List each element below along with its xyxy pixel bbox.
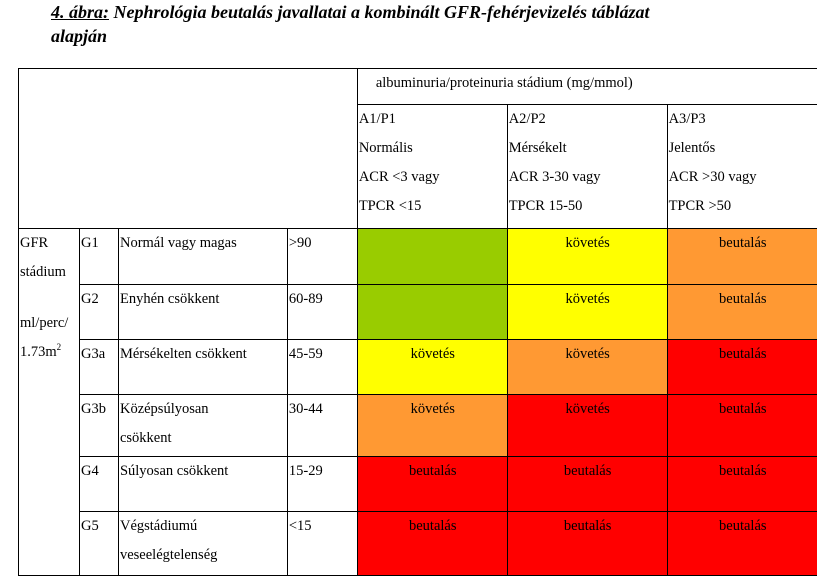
col-tpcr: TPCR >50 <box>668 198 732 214</box>
stage-desc-1: Mérsékelten csökkent <box>119 346 247 362</box>
col-acr: ACR <3 vagy <box>358 169 440 185</box>
caption-text-line1: Nephrológia beutalás javallatai a kombin… <box>109 2 650 22</box>
col-name: Normális <box>358 140 413 156</box>
stage-code: G1 <box>78 228 119 285</box>
col-acr: ACR 3-30 vagy <box>508 169 601 185</box>
stage-desc-1: Normál vagy magas <box>119 235 237 251</box>
col-acr: ACR >30 vagy <box>668 169 757 185</box>
cell-g3b-a3: beutalás <box>666 394 817 457</box>
cell-g3b-a1: követés <box>356 394 508 457</box>
stage-desc: Súlyosan csökkent <box>117 456 288 512</box>
table-row: G3a Mérsékelten csökkent 45-59 követés k… <box>19 339 817 395</box>
stage-desc-1: Enyhén csökkent <box>119 291 220 307</box>
cell-g4-a1: beutalás <box>356 456 508 512</box>
header-col-a2: A2/P2 Mérsékelt ACR 3-30 vagy TPCR 15-50 <box>506 104 668 229</box>
stage-desc: Középsúlyosan csökkent <box>117 394 288 457</box>
cell-g3a-a2: követés <box>506 339 668 395</box>
col-name: Jelentős <box>668 140 716 156</box>
table-row: GFR stádium ml/perc/ 1.73m2 G1 Normál va… <box>18 228 817 576</box>
figure-label: 4. ábra: <box>51 2 109 22</box>
stage-range: 30-44 <box>286 394 358 457</box>
cell-g1-a3: beutalás <box>666 228 817 285</box>
stage-code: G3a <box>78 339 119 395</box>
gfr-line1: GFR <box>20 235 49 251</box>
header-col-a1: A1/P1 Normális ACR <3 vagy TPCR <15 <box>356 104 508 229</box>
gfr-stage-label: GFR stádium ml/perc/ 1.73m2 <box>18 228 80 576</box>
stage-code: G3b <box>78 394 119 457</box>
col-code: A2/P2 <box>508 111 546 127</box>
stage-range: 15-29 <box>286 456 358 512</box>
col-tpcr: TPCR 15-50 <box>508 198 583 214</box>
cell-g5-a2: beutalás <box>506 511 668 576</box>
stage-code: G2 <box>78 284 119 340</box>
stage-desc: Mérsékelten csökkent <box>117 339 288 395</box>
stage-desc: Végstádiumú veseelégtelenség <box>117 511 288 576</box>
albuminuria-title: albuminuria/proteinuria stádium (mg/mmol… <box>356 68 817 105</box>
stage-range: 45-59 <box>286 339 358 395</box>
stage-code: G5 <box>78 511 119 576</box>
cell-g3a-a1: követés <box>356 339 508 395</box>
gfr-line2: stádium <box>20 264 66 280</box>
table-row: G3b Középsúlyosan csökkent 30-44 követés… <box>19 394 817 457</box>
table-row: G5 Végstádiumú veseelégtelenség <15 beut… <box>19 511 817 576</box>
gfr-sup: 2 <box>56 342 62 353</box>
cell-g1-a2: követés <box>506 228 668 285</box>
col-name: Mérsékelt <box>508 140 567 156</box>
cell-g2-a2: követés <box>506 284 668 340</box>
stage-desc: Normál vagy magas <box>117 228 288 285</box>
stage-desc-2: veseelégtelenség <box>119 547 218 563</box>
stage-range: <15 <box>286 511 358 576</box>
stage-desc-1: Végstádiumú <box>119 518 198 534</box>
cell-g3b-a2: követés <box>506 394 668 457</box>
referral-table: albuminuria/proteinuria stádium (mg/mmol… <box>18 68 817 576</box>
cell-g1-a1 <box>356 228 508 285</box>
header-row-1: albuminuria/proteinuria stádium (mg/mmol… <box>18 68 817 229</box>
cell-g5-a1: beutalás <box>356 511 508 576</box>
gfr-line3: ml/perc/ <box>20 315 69 331</box>
col-tpcr: TPCR <15 <box>358 198 422 214</box>
gfr-line4: 1.73m <box>20 344 57 360</box>
table-row: G2 Enyhén csökkent 60-89 követés beutalá… <box>19 284 817 340</box>
cell-g2-a3: beutalás <box>666 284 817 340</box>
col-code: A1/P1 <box>358 111 396 127</box>
stage-desc-1: Súlyosan csökkent <box>119 463 229 479</box>
table-row: G4 Súlyosan csökkent 15-29 beutalás beut… <box>19 456 817 512</box>
stage-range: >90 <box>286 228 358 285</box>
gfr-unit: 1.73m2 <box>20 338 78 367</box>
stage-desc-1: Középsúlyosan <box>119 401 209 417</box>
cell-g3a-a3: beutalás <box>666 339 817 395</box>
figure-caption: 4. ábra: Nephrológia beutalás javallatai… <box>51 0 811 48</box>
cell-g5-a3: beutalás <box>666 511 817 576</box>
cell-g4-a2: beutalás <box>506 456 668 512</box>
stage-desc-2: csökkent <box>119 430 172 446</box>
header-row-2: A1/P1 Normális ACR <3 vagy TPCR <15 A2/P… <box>19 104 817 229</box>
stage-code: G4 <box>78 456 119 512</box>
header-col-a3: A3/P3 Jelentős ACR >30 vagy TPCR >50 <box>666 104 817 229</box>
caption-text-line2: alapján <box>51 26 108 46</box>
col-code: A3/P3 <box>668 111 706 127</box>
header-empty-corner <box>18 68 358 229</box>
stage-desc: Enyhén csökkent <box>117 284 288 340</box>
cell-g2-a1 <box>356 284 508 340</box>
cell-g4-a3: beutalás <box>666 456 817 512</box>
stage-range: 60-89 <box>286 284 358 340</box>
